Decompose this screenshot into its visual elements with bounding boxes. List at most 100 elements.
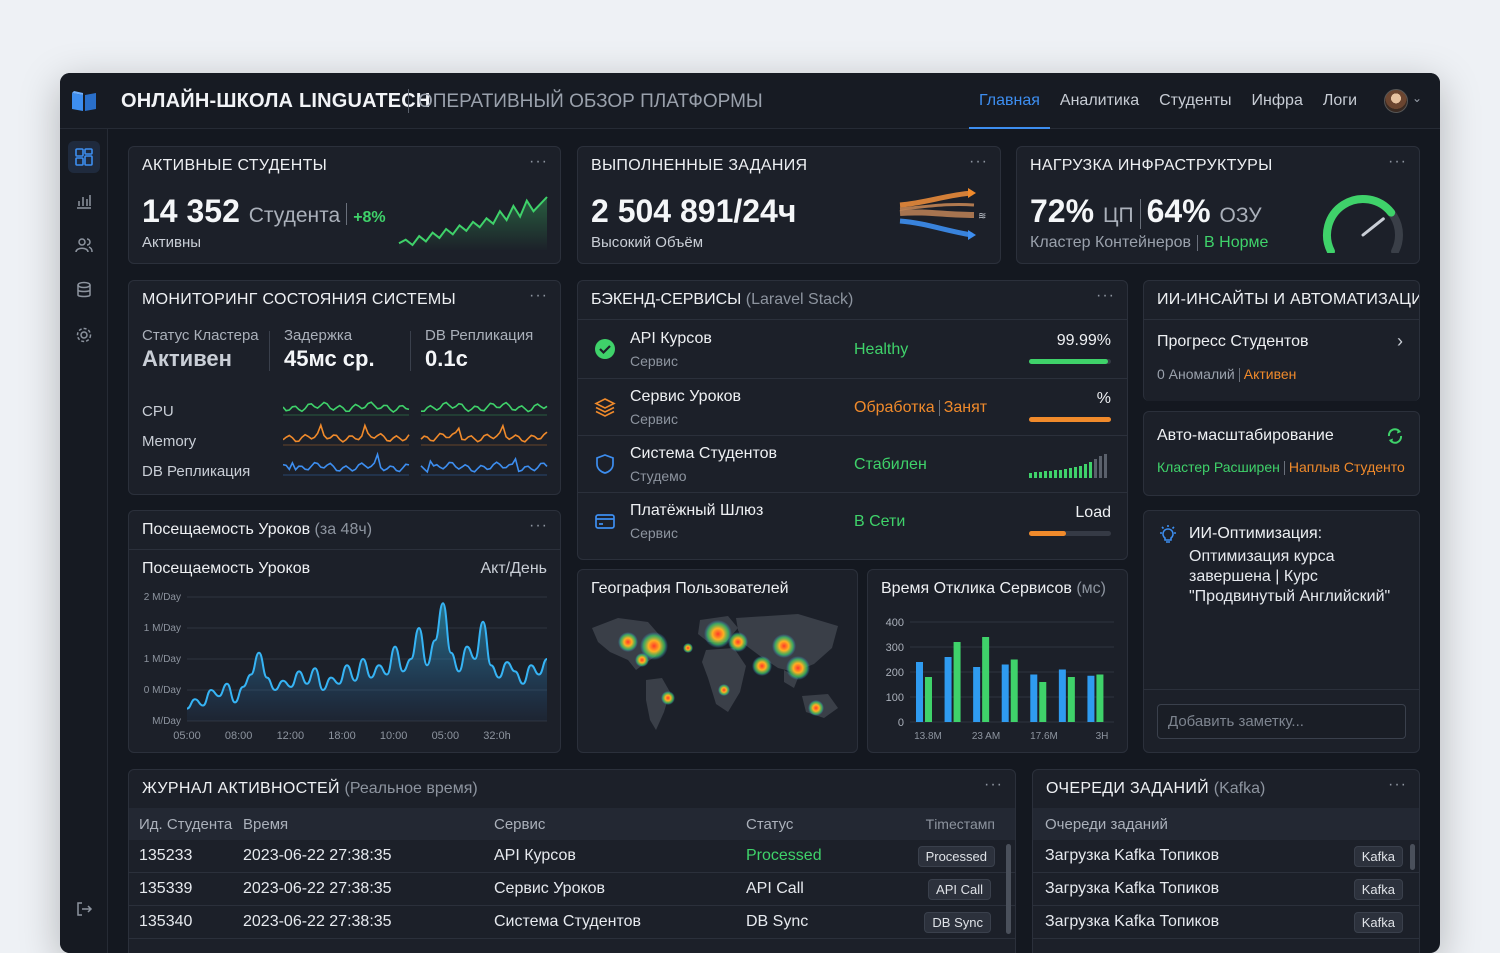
stat-label: Задержка	[284, 327, 353, 344]
nav-infra[interactable]: Инфра	[1251, 92, 1303, 109]
bar-chart-icon[interactable]	[68, 185, 100, 217]
service-status: Стабилен	[854, 456, 927, 473]
student-id-link[interactable]: 135233	[139, 847, 193, 864]
layers-icon	[594, 398, 616, 417]
queue-row[interactable]: Загрузка Kafka Топиков Kafka	[1033, 840, 1419, 873]
activity-bar	[1094, 459, 1097, 478]
metric-sparkline	[283, 422, 410, 443]
main-nav: Главная Аналитика Студенты Инфра Логи	[969, 73, 1367, 129]
service-row[interactable]: Система Студентов Студемо Стабилен	[578, 435, 1127, 492]
service-type: Сервис	[630, 525, 678, 541]
autoscale-title: Авто-масштабирование	[1157, 427, 1334, 444]
queue-badge: Kafka	[1353, 879, 1403, 900]
more-icon[interactable]: ···	[529, 287, 548, 304]
table-row[interactable]: 135340 2023-06-22 27:38:35 Система Студе…	[129, 906, 1015, 939]
nav-analytics[interactable]: Аналитика	[1059, 92, 1140, 109]
column-header[interactable]: Время	[243, 816, 289, 833]
column-header[interactable]: Очереди заданий	[1045, 816, 1168, 833]
response-bar	[982, 637, 990, 722]
response-bar	[944, 657, 952, 722]
queues-title: ОЧЕРЕДИ ЗАДАНИЙ	[1046, 780, 1209, 797]
more-icon[interactable]: ···	[529, 153, 548, 170]
service-row[interactable]: Сервис Уроков Сервис Обработка Занят %	[578, 378, 1127, 435]
scrollbar-thumb[interactable]	[1006, 844, 1011, 934]
service-row[interactable]: API Курсов Сервис Healthy 99.99%	[578, 321, 1127, 378]
logout-icon[interactable]	[68, 893, 100, 925]
user-avatar[interactable]	[1384, 89, 1408, 113]
completed-tasks-card: ВЫПОЛНЕННЫЕ ЗАДАНИЯ ··· 2 504 891/24ч Вы…	[577, 146, 1001, 264]
student-id-link[interactable]: 135339	[139, 880, 193, 897]
credit-card-icon	[595, 514, 615, 529]
card-title: География Пользователей	[591, 580, 789, 597]
response-bar	[916, 662, 923, 722]
activity-title: ЖУРНАЛ АКТИВНОСТЕЙ	[142, 780, 340, 797]
attendance-area	[187, 603, 547, 721]
gear-icon[interactable]	[68, 319, 100, 351]
row-status: API Call	[746, 880, 804, 897]
card-title: ОЧЕРЕДИ ЗАДАНИЙ (Kafka)	[1046, 780, 1265, 798]
students-sparkline	[398, 196, 548, 251]
service-value: Load	[1075, 504, 1111, 521]
add-note-input[interactable]	[1157, 704, 1406, 739]
progress-title[interactable]: Прогресс Студентов	[1157, 333, 1309, 350]
more-icon[interactable]: ···	[1388, 153, 1407, 170]
more-icon[interactable]: ···	[984, 776, 1003, 793]
more-icon[interactable]: ···	[529, 517, 548, 534]
response-bar	[1001, 664, 1009, 722]
attendance-inner-title: Посещаемость Уроков	[142, 560, 311, 577]
service-bar	[1029, 531, 1111, 536]
chevron-right-icon[interactable]: ›	[1397, 331, 1403, 351]
dashboard-icon[interactable]	[68, 141, 100, 173]
queue-row[interactable]: Загрузка Kafka Топиков Kafka	[1033, 906, 1419, 939]
table-row[interactable]: 135233 2023-06-22 27:38:35 API Курсов Pr…	[129, 840, 1015, 873]
more-icon[interactable]: ···	[1096, 287, 1115, 304]
attendance-unit-link[interactable]: Акт/День	[480, 560, 547, 577]
nav-students[interactable]: Студенты	[1159, 92, 1232, 109]
column-header[interactable]: Тimестамп	[925, 816, 995, 832]
backend-services-card: БЭКЕНД-СЕРВИСЫ (Laravel Stack) ··· API К…	[577, 280, 1128, 560]
x-tick-label: 3H	[1096, 731, 1109, 742]
card-title: ЖУРНАЛ АКТИВНОСТЕЙ (Реальное время)	[142, 780, 478, 798]
flow-streams-icon: ≋	[899, 188, 986, 240]
y-tick-label: M/Day	[152, 716, 181, 727]
infra-gauge	[1323, 195, 1403, 253]
response-title-note: (мс)	[1076, 580, 1106, 597]
database-icon[interactable]	[68, 274, 100, 306]
dashboard-window: ОНЛАЙН-ШКОЛА LINGUATECH ОПЕРАТИВНЫЙ ОБЗО…	[60, 73, 1440, 953]
activity-title-note: (Реальное время)	[344, 780, 478, 797]
column-header[interactable]: Сервис	[494, 816, 546, 833]
activity-bar	[1079, 466, 1082, 478]
chevron-down-icon[interactable]: ⌄	[1412, 91, 1423, 105]
shield-icon	[596, 454, 614, 474]
nav-home[interactable]: Главная	[969, 73, 1050, 129]
anomalies-count: 0 Аномалий	[1157, 366, 1235, 382]
activity-bar	[1044, 471, 1047, 478]
status-badge: Processed	[917, 846, 995, 867]
ai-insights-card: ИИ-ИНСАЙТЫ И АВТОМАТИЗАЦИ Прогресс Студе…	[1143, 280, 1420, 401]
svg-text:≋: ≋	[978, 211, 986, 222]
y-tick-label: 200	[886, 667, 904, 679]
service-row[interactable]: Платёжный Шлюз Сервис В Сети Load	[578, 492, 1127, 549]
response-bar	[1030, 674, 1038, 722]
users-icon[interactable]	[68, 229, 100, 261]
optimization-text: Оптимизация курса завершена | Курс "Прод…	[1189, 548, 1391, 605]
active-students-card: АКТИВНЫЕ СТУДЕНТЫ ··· 14 352 Студента +8%…	[128, 146, 561, 264]
student-id-link[interactable]: 135340	[139, 913, 193, 930]
column-header[interactable]: Статус	[746, 816, 794, 833]
autoscale-status-line: Кластер Расширен Наплыв Студенто	[1157, 459, 1405, 476]
check-circle-icon	[595, 339, 615, 359]
more-icon[interactable]: ···	[1388, 776, 1407, 793]
table-row[interactable]: 135339 2023-06-22 27:38:35 Сервис Уроков…	[129, 873, 1015, 906]
metric-label-db: DB Репликация	[142, 463, 251, 480]
response-bar	[1010, 659, 1018, 722]
queue-row[interactable]: Загрузка Kafka Топиков Kafka	[1033, 873, 1419, 906]
refresh-icon[interactable]	[1385, 426, 1405, 446]
more-icon[interactable]: ···	[969, 153, 988, 170]
scrollbar-thumb[interactable]	[1410, 844, 1415, 870]
nav-logs[interactable]: Логи	[1322, 92, 1358, 109]
activity-bar	[1104, 454, 1107, 478]
column-header[interactable]: Ид. Студента	[139, 816, 233, 833]
status-badge: API Call	[928, 879, 991, 900]
autoscale-status-b: Наплыв Студенто	[1288, 459, 1405, 475]
cpu-value: 72%	[1030, 193, 1095, 229]
